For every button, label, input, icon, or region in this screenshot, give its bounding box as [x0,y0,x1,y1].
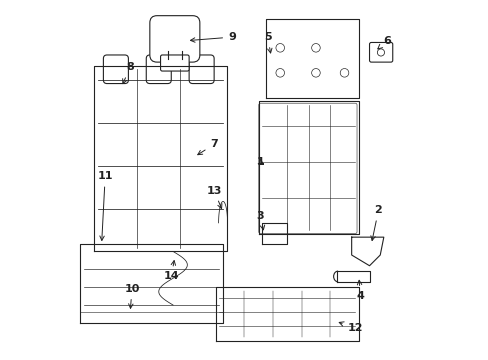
Text: 3: 3 [256,211,264,230]
FancyBboxPatch shape [160,55,189,71]
Text: 13: 13 [206,186,222,208]
Text: 4: 4 [356,280,364,301]
FancyBboxPatch shape [103,55,128,84]
FancyBboxPatch shape [149,16,200,62]
Text: 7: 7 [197,139,218,155]
Text: 6: 6 [377,36,390,49]
Text: 10: 10 [124,284,140,308]
Text: 2: 2 [370,205,382,240]
FancyBboxPatch shape [369,42,392,62]
Text: 14: 14 [163,261,179,282]
Text: 9: 9 [190,32,235,42]
Text: 12: 12 [339,322,362,333]
FancyBboxPatch shape [189,55,214,84]
Text: 1: 1 [256,157,264,167]
Text: 5: 5 [264,32,271,53]
FancyBboxPatch shape [146,55,171,84]
Text: 8: 8 [122,63,134,84]
Text: 11: 11 [97,171,113,240]
